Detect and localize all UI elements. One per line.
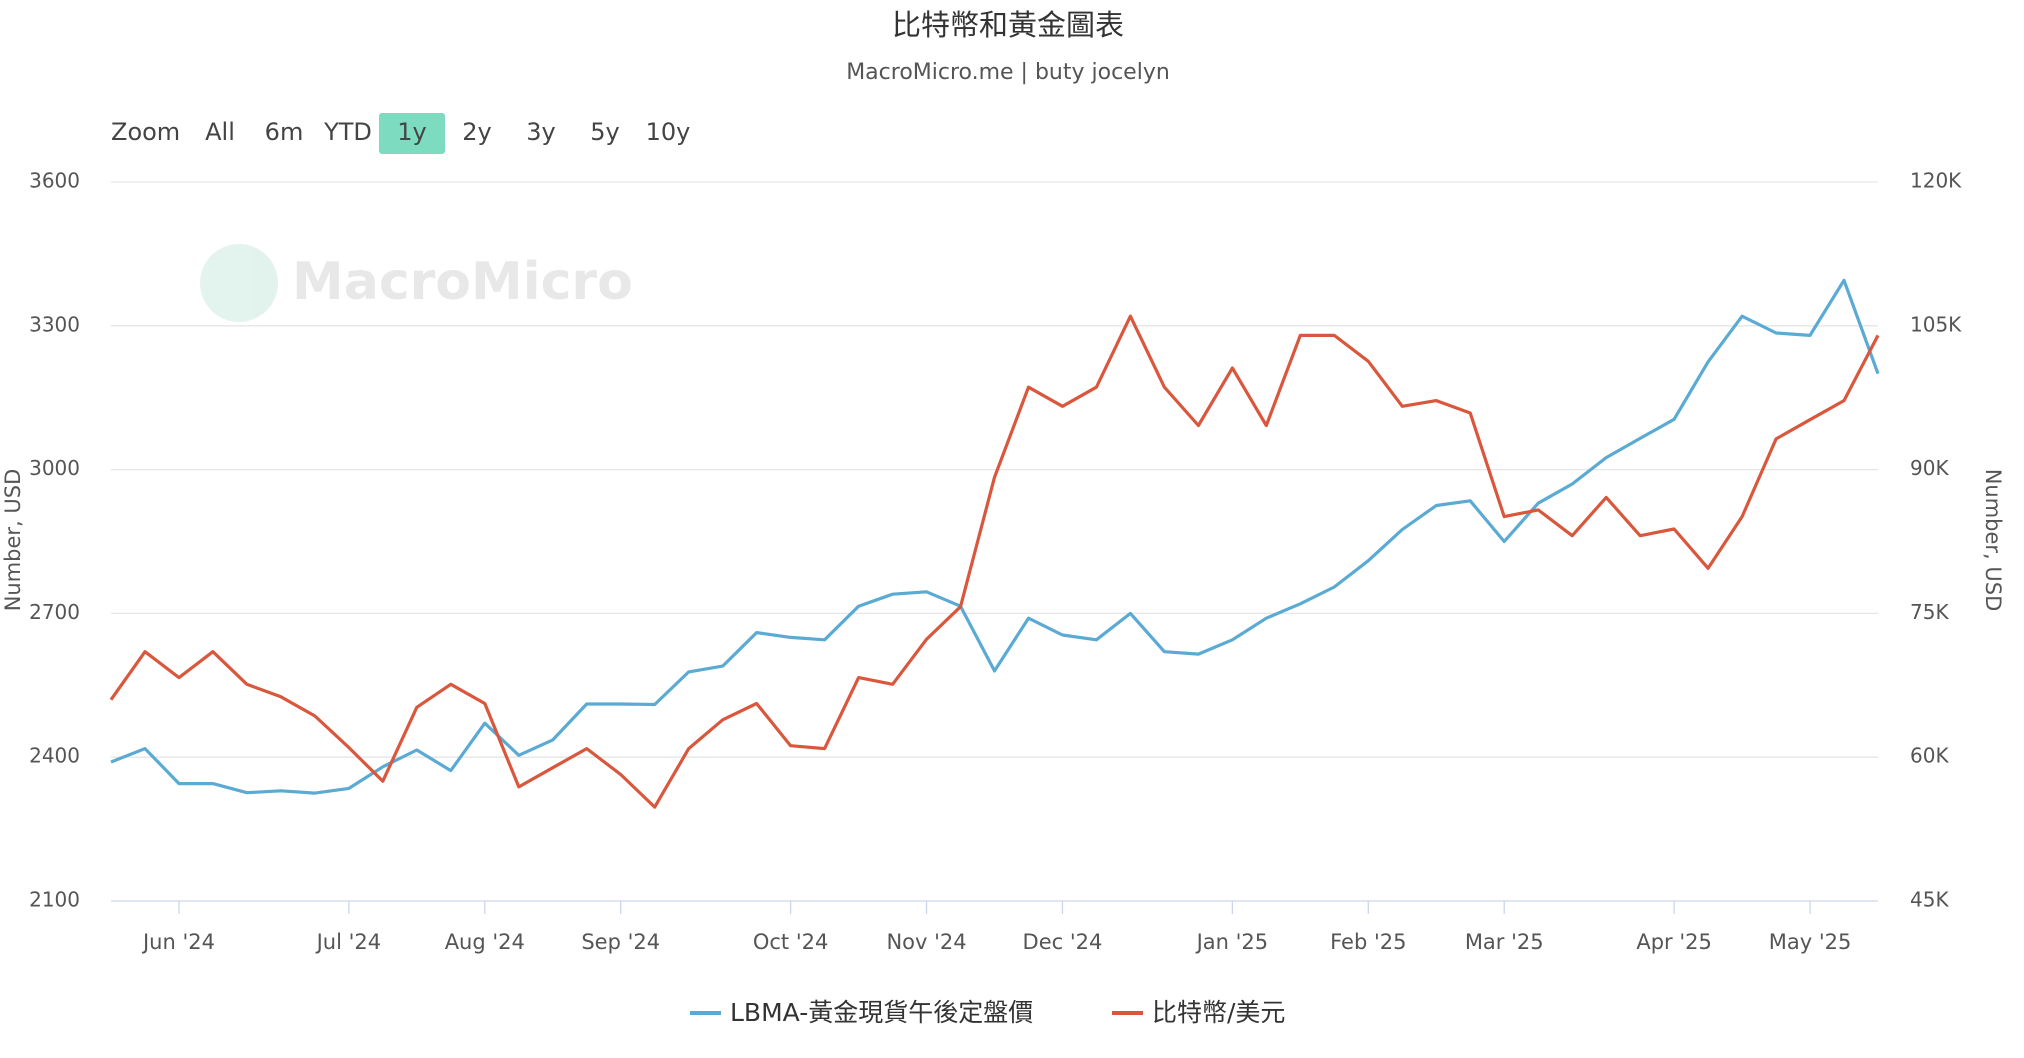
y-tick-label: 3000 xyxy=(29,456,80,480)
chart-subtitle: MacroMicro.me | buty jocelyn xyxy=(846,60,1170,85)
legend-label[interactable]: LBMA-黃金現貨午後定盤價 xyxy=(730,998,1033,1027)
y2-tick-label: 90K xyxy=(1910,456,1949,480)
watermark: MacroMicro xyxy=(200,244,633,322)
y2-tick-label: 45K xyxy=(1910,888,1949,912)
y2-tick-label: 75K xyxy=(1910,600,1949,624)
range-button[interactable]: All xyxy=(205,118,235,146)
x-tick-label: Sep '24 xyxy=(581,930,660,954)
range-button[interactable]: 6m xyxy=(265,118,304,146)
x-tick-label: Aug '24 xyxy=(445,930,525,954)
x-tick-label: Jun '24 xyxy=(141,930,215,954)
x-tick-label: Jan '25 xyxy=(1195,930,1269,954)
x-tick-label: Dec '24 xyxy=(1023,930,1103,954)
series-line xyxy=(110,278,1880,795)
range-button[interactable]: YTD xyxy=(323,118,372,146)
range-button[interactable]: 2y xyxy=(462,118,491,146)
x-tick-label: Mar '25 xyxy=(1465,930,1544,954)
legend-label[interactable]: 比特幣/美元 xyxy=(1152,998,1285,1027)
y2-axis-label: Number, USD xyxy=(1981,469,2005,612)
watermark-text: MacroMicro xyxy=(292,252,633,312)
x-tick-label: Apr '25 xyxy=(1636,930,1712,954)
range-button[interactable]: 3y xyxy=(526,118,555,146)
range-button[interactable]: 1y xyxy=(397,118,426,146)
zoom-label: Zoom xyxy=(111,118,180,146)
y-tick-label: 2100 xyxy=(29,888,80,912)
range-button[interactable]: 5y xyxy=(590,118,619,146)
watermark-logo xyxy=(200,244,278,322)
range-button[interactable]: 10y xyxy=(646,118,691,146)
y-tick-label: 2700 xyxy=(29,600,80,624)
y-axis-label: Number, USD xyxy=(1,469,25,612)
y2-tick-label: 120K xyxy=(1910,169,1962,193)
x-tick-label: Feb '25 xyxy=(1330,930,1406,954)
y-tick-label: 3600 xyxy=(29,169,80,193)
y2-tick-label: 60K xyxy=(1910,744,1949,768)
y-tick-label: 3300 xyxy=(29,312,80,336)
x-tick-label: May '25 xyxy=(1769,930,1852,954)
chart-title: 比特幣和黃金圖表 xyxy=(892,8,1124,42)
series-line xyxy=(109,314,1880,809)
x-tick-label: Jul '24 xyxy=(315,930,382,954)
range-button-selected[interactable] xyxy=(379,113,445,154)
x-tick-label: Nov '24 xyxy=(886,930,966,954)
x-tick-label: Oct '24 xyxy=(753,930,828,954)
y2-tick-label: 105K xyxy=(1910,312,1962,336)
y-tick-label: 2400 xyxy=(29,744,80,768)
